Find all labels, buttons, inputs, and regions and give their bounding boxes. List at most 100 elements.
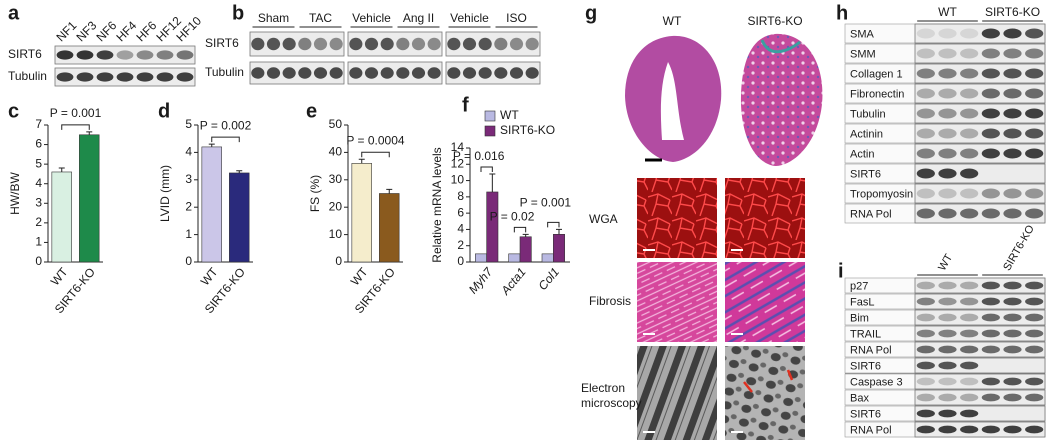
blot-band — [478, 37, 492, 51]
y-axis-label: Relative mRNA levels — [430, 147, 444, 262]
blot-band — [960, 88, 979, 99]
blot-band — [938, 168, 957, 179]
row-label: SMA — [850, 28, 875, 40]
row-label: SMM — [850, 48, 876, 60]
column-header: SIRT6-KO — [747, 14, 802, 28]
error-bar — [386, 188, 393, 194]
y-tick-label: 12 — [451, 156, 465, 170]
blot-band — [136, 72, 154, 82]
blot-band — [1025, 313, 1044, 322]
bar — [351, 163, 372, 263]
blot-band — [981, 48, 1000, 59]
blot-band — [1025, 188, 1044, 199]
blot-band — [960, 329, 979, 338]
group-label: WT — [938, 5, 957, 19]
blot-band — [525, 67, 539, 79]
blot-band — [960, 68, 979, 79]
y-tick-label: 4 — [35, 176, 42, 190]
blot-band — [282, 37, 296, 51]
blot-band — [981, 393, 1000, 402]
blot-band — [396, 67, 410, 79]
blot-band — [1003, 425, 1022, 434]
y-tick-label: 3 — [35, 195, 42, 209]
legend-label: WT — [500, 108, 519, 122]
blot-band — [1025, 128, 1044, 139]
blot-band — [960, 281, 979, 290]
y-tick-label: 2 — [35, 215, 42, 229]
y-tick-label: 0 — [457, 254, 464, 268]
blot-band — [916, 208, 935, 219]
blot-band — [960, 108, 979, 119]
blot-band — [1003, 108, 1022, 119]
blot-band — [251, 67, 265, 79]
blot-band — [938, 329, 957, 338]
blot-band — [525, 37, 539, 51]
blot-band — [916, 329, 935, 338]
bracket — [211, 136, 240, 143]
heart-lumen — [660, 62, 684, 140]
blot-band — [960, 361, 979, 370]
row-label: Tubulin — [205, 65, 244, 79]
blot-band — [916, 168, 935, 179]
blot-band — [1025, 425, 1044, 434]
blot-band — [916, 361, 935, 370]
blot-band — [1003, 148, 1022, 159]
blot-band — [938, 148, 957, 159]
blot-band — [298, 37, 312, 51]
x-tick-label: Acta1 — [498, 265, 529, 298]
blot-band — [1003, 188, 1022, 199]
x-tick-label: WT — [198, 264, 221, 288]
x-tick-label: Myh7 — [466, 264, 496, 296]
group-label: Vehicle — [352, 11, 391, 25]
group-label: SIRT6-KO — [985, 5, 1040, 19]
blot-band — [1025, 88, 1044, 99]
blot-band — [282, 67, 296, 79]
blot-band — [981, 208, 1000, 219]
blot-band — [916, 345, 935, 354]
y-tick-label: 50 — [329, 117, 343, 131]
blot-band — [136, 50, 154, 60]
bar — [379, 193, 400, 263]
blot-band — [916, 425, 935, 434]
blot-band — [96, 50, 114, 60]
bracket — [480, 166, 493, 173]
blot-band — [1003, 68, 1022, 79]
blot-band — [509, 37, 524, 51]
blot-band — [916, 281, 935, 290]
blot-band — [916, 108, 935, 119]
blot-band — [1025, 108, 1044, 119]
blot-band — [960, 393, 979, 402]
row-label: FasL — [850, 296, 874, 308]
blot-band — [960, 313, 979, 322]
blot-band — [981, 377, 1000, 386]
y-tick-label: 4 — [457, 222, 464, 236]
panel-label: e — [306, 100, 317, 122]
blot-band — [960, 48, 979, 59]
blot-band — [1025, 345, 1044, 354]
blot-band — [266, 37, 281, 51]
bar — [508, 253, 521, 263]
y-tick-label: 5 — [35, 156, 42, 170]
micrograph — [637, 178, 717, 258]
blot-band — [1003, 345, 1022, 354]
row-label: Tubulin — [850, 108, 886, 120]
blot-band — [960, 297, 979, 306]
blot-band — [916, 377, 935, 386]
row-label: RNA Pol — [850, 424, 892, 436]
bracket — [61, 124, 90, 130]
group-label: Ang II — [403, 11, 434, 25]
blot-band — [981, 68, 1000, 79]
blot-band — [960, 208, 979, 219]
row-label: Tropomyosin — [850, 188, 913, 200]
arrow — [743, 369, 794, 393]
blot-band — [313, 37, 328, 51]
y-tick-label: 0 — [335, 254, 342, 268]
blot-band — [298, 67, 312, 79]
blot-band — [478, 67, 492, 79]
blot-band — [380, 67, 394, 79]
blot-band — [1003, 313, 1022, 322]
blot-band — [981, 128, 1000, 139]
row-label: SIRT6 — [850, 360, 881, 372]
group-label: SIRT6-KO — [1001, 223, 1037, 273]
